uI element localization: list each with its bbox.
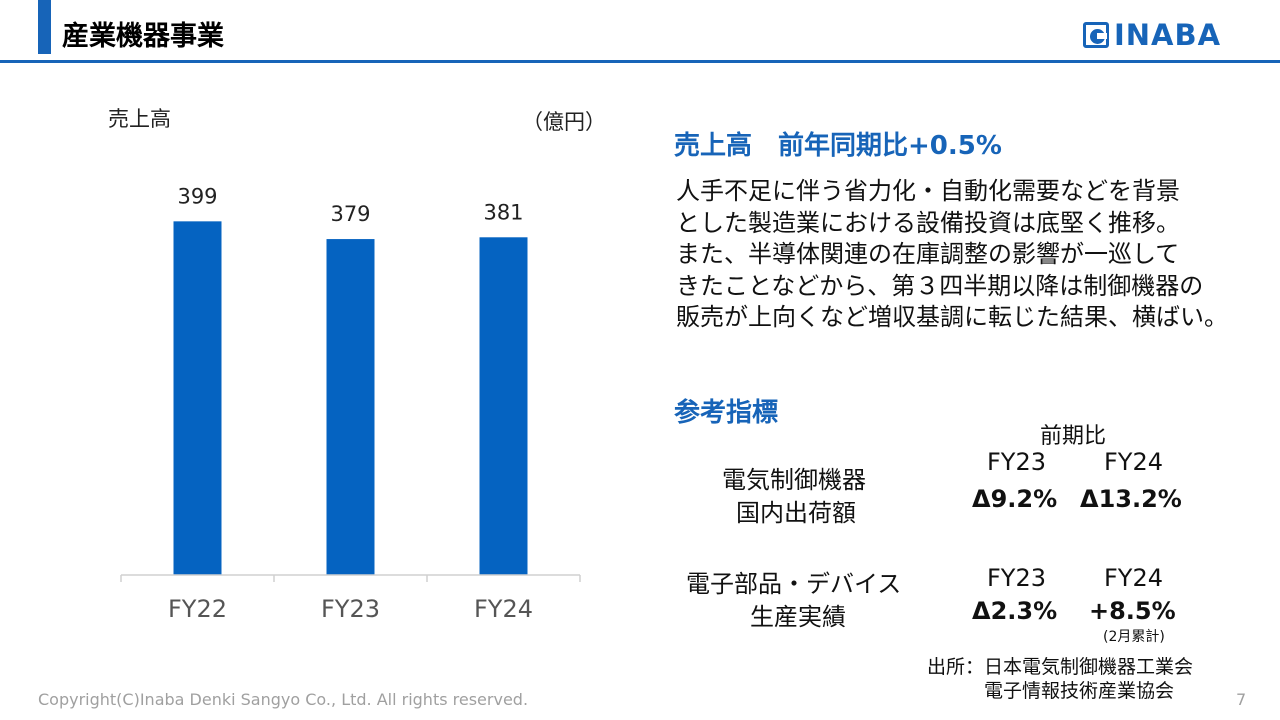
column-header: 前期比 bbox=[1040, 424, 1107, 449]
summary-line: 販売が上向くなど増収基調に転じた結果、横ばい。 bbox=[676, 303, 1228, 331]
chart-unit: （億円） bbox=[522, 110, 606, 134]
source-line: 電子情報技術産業協会 bbox=[927, 680, 1175, 702]
x-tick-label: FY24 bbox=[474, 595, 533, 623]
indicator-period: FY24 bbox=[1104, 564, 1164, 592]
indicator-period: FY23 bbox=[987, 564, 1047, 592]
summary-heading: 売上高 前年同期比+0.5% bbox=[674, 131, 1002, 161]
x-tick-label: FY23 bbox=[321, 595, 380, 623]
x-tick-label: FY22 bbox=[168, 595, 227, 623]
indicator-label: 電気制御機器 bbox=[722, 466, 866, 494]
logo-text: INABA bbox=[1114, 18, 1222, 52]
page-number: 7 bbox=[1236, 690, 1247, 709]
source-note: 出所：日本電気制御機器工業会 電子情報技術産業協会 bbox=[927, 655, 1193, 703]
header: 産業機器事業 INABA bbox=[0, 0, 1280, 64]
indicators-heading: 参考指標 bbox=[674, 398, 779, 428]
summary-line: 人手不足に伴う省力化・自動化需要などを背景 bbox=[676, 177, 1180, 205]
chart-title: 売上高 bbox=[108, 107, 171, 131]
indicator-note: (2月累計) bbox=[1103, 629, 1165, 645]
data-label: 381 bbox=[483, 200, 523, 224]
indicator-label: 電子部品・デバイス bbox=[686, 570, 902, 598]
indicator-label: 生産実績 bbox=[750, 603, 846, 631]
indicator-label: 国内出荷額 bbox=[736, 499, 856, 527]
source-line: 出所：日本電気制御機器工業会 bbox=[927, 656, 1194, 678]
copyright: Copyright(C)Inaba Denki Sangyo Co., Ltd.… bbox=[38, 690, 529, 709]
bar-fy23 bbox=[326, 239, 375, 575]
header-divider bbox=[0, 60, 1280, 63]
company-logo: INABA bbox=[1083, 18, 1243, 52]
indicator-value: Δ9.2% bbox=[972, 485, 1058, 513]
data-label: 399 bbox=[177, 184, 217, 208]
summary-line: また、半導体関連の在庫調整の影響が一巡して bbox=[676, 240, 1180, 268]
bar-fy22 bbox=[173, 221, 222, 575]
page-title: 産業機器事業 bbox=[62, 21, 224, 52]
logo-mark-icon bbox=[1083, 22, 1109, 48]
indicator-period: FY24 bbox=[1104, 448, 1164, 476]
summary-description: 人手不足に伴う省力化・自動化需要などを背景 とした製造業における設備投資は底堅く… bbox=[676, 176, 1276, 334]
summary-line: きたことなどから、第３四半期以降は制御機器の bbox=[676, 271, 1204, 300]
summary-line: とした製造業における設備投資は底堅く推移。 bbox=[676, 208, 1180, 237]
indicator-value: Δ13.2% bbox=[1080, 485, 1182, 513]
bar-fy24 bbox=[479, 237, 528, 575]
indicator-value: Δ2.3% bbox=[972, 597, 1058, 625]
indicator-period: FY23 bbox=[987, 448, 1047, 476]
bar-chart: 399 FY22 379 FY23 381 FY24 bbox=[120, 184, 581, 623]
indicator-value: +8.5% bbox=[1089, 597, 1176, 625]
data-label: 379 bbox=[330, 202, 370, 226]
header-accent-bar bbox=[38, 0, 51, 54]
